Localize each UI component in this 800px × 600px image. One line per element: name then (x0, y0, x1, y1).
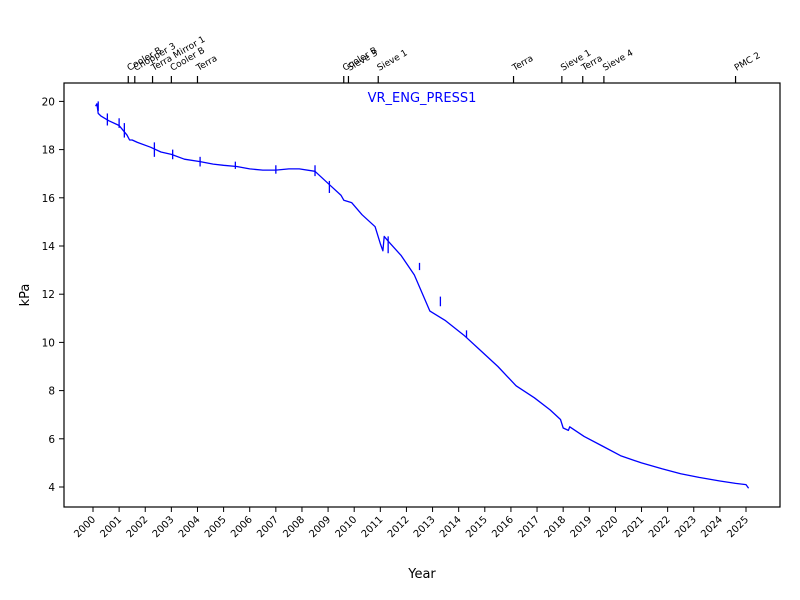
y-tick-label: 14 (42, 241, 56, 253)
x-axis: 2000 2001 2002 2003 2004 2005 2006 2007 2008 2009… (72, 507, 751, 540)
y-tick-label: 18 (42, 145, 55, 157)
y-tick-label: 10 (42, 337, 55, 349)
x-tick-label: 2008 (281, 514, 307, 540)
chart-title: VR_ENG_PRESS1 (368, 91, 477, 106)
series-line (95, 103, 750, 489)
x-tick-label: 2005 (203, 514, 229, 540)
x-tick-label: 2021 (621, 514, 647, 540)
x-tick-label: 2011 (360, 514, 386, 540)
y-tick-label: 8 (48, 386, 55, 398)
event-label: Sieve 4 (601, 48, 635, 73)
x-tick-label: 2018 (543, 514, 569, 540)
plot-area (63, 82, 781, 508)
x-tick-label: 2017 (516, 514, 542, 540)
x-tick-label: 2004 (177, 514, 203, 540)
x-tick-label: 2006 (229, 514, 255, 540)
x-tick-label: 2025 (725, 514, 751, 540)
x-tick-label: 2012 (386, 514, 412, 540)
y-tick-label: 4 (48, 482, 55, 494)
x-tick-label: 2007 (255, 514, 281, 540)
y-tick-label: 12 (42, 289, 55, 301)
x-tick-label: 2024 (699, 514, 725, 540)
y-axis-label: kPa (18, 284, 33, 307)
x-tick-label: 2015 (464, 514, 490, 540)
x-tick-label: 2020 (595, 514, 621, 540)
data-series (95, 101, 750, 489)
y-tick-label: 16 (42, 193, 56, 205)
event-label: PMC 2 (733, 51, 762, 74)
x-tick-label: 2023 (673, 514, 699, 540)
x-tick-label: 2001 (98, 514, 124, 540)
y-tick-label: 20 (42, 96, 55, 108)
x-tick-label: 2000 (72, 514, 98, 540)
x-tick-label: 2010 (334, 514, 360, 540)
x-tick-label: 2022 (647, 514, 673, 540)
x-tick-label: 2003 (151, 514, 177, 540)
x-tick-label: 2013 (412, 514, 438, 540)
y-tick-label: 6 (48, 434, 55, 446)
x-tick-label: 2014 (438, 514, 464, 540)
x-tick-label: 2016 (490, 514, 516, 540)
y-axis: 4 6 8 10 12 14 16 18 20 (42, 96, 64, 494)
x-axis-label: Year (407, 567, 436, 582)
x-tick-label: 2019 (569, 514, 595, 540)
x-tick-label: 2002 (125, 514, 151, 540)
event-label: Terra (510, 54, 535, 74)
x-tick-label: 2009 (307, 514, 333, 540)
event-label: Sieve 1 (376, 48, 410, 73)
